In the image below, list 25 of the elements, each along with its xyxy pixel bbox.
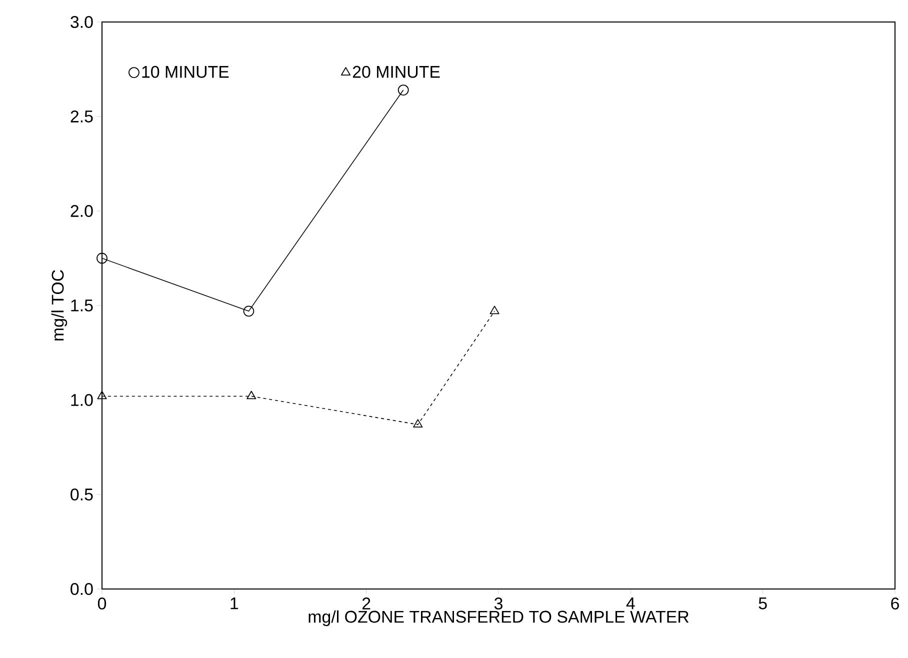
point [413,419,423,428]
legend-label: 10 MINUTE [142,66,229,78]
x-tick-label: 4 [626,598,635,610]
point [96,252,108,264]
point [243,306,254,317]
x-axis-title: mg/l OZONE TRANSFERED TO SAMPLE WATER [308,610,689,626]
x-tick-label: 2 [362,598,370,610]
y-tick-label: 1.5 [71,300,93,312]
y-tick-label: 0.5 [70,488,93,500]
y-tick-label: 1.0 [71,394,93,406]
x-tick-label: 1 [230,598,238,610]
point [490,306,500,314]
x-tick-label: 3 [494,598,502,610]
y-axis-title: mg/l TOC [51,270,68,340]
x-tick-label: 5 [758,598,767,610]
y-tick-label: 0.0 [70,583,93,595]
point [246,390,256,400]
legend-label: 20 MINUTE [352,66,440,78]
point [398,84,409,96]
y-tick-label: 2.5 [70,110,93,122]
y-tick-label: 3.0 [70,16,93,28]
x-tick-label: 6 [891,598,899,610]
x-tick-label: 0 [98,598,106,610]
point [97,390,107,400]
y-tick-label: 2.0 [70,205,93,217]
